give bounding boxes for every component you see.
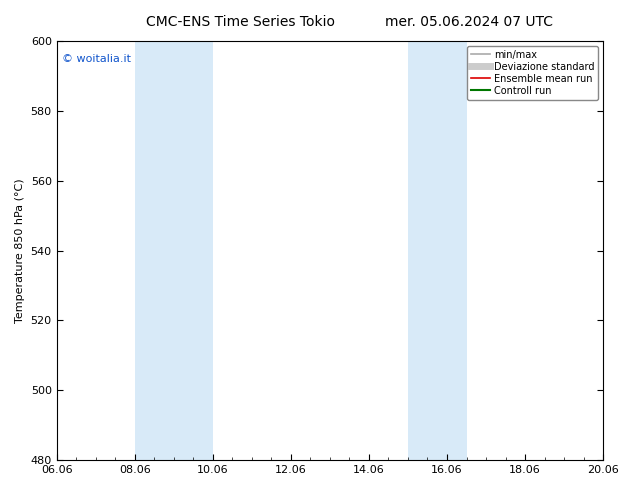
Text: CMC-ENS Time Series Tokio: CMC-ENS Time Series Tokio <box>146 15 335 29</box>
Text: © woitalia.it: © woitalia.it <box>62 53 131 64</box>
Legend: min/max, Deviazione standard, Ensemble mean run, Controll run: min/max, Deviazione standard, Ensemble m… <box>467 46 598 99</box>
Text: mer. 05.06.2024 07 UTC: mer. 05.06.2024 07 UTC <box>385 15 553 29</box>
Y-axis label: Temperature 850 hPa (°C): Temperature 850 hPa (°C) <box>15 178 25 323</box>
Bar <box>408 41 467 460</box>
Bar <box>135 41 213 460</box>
